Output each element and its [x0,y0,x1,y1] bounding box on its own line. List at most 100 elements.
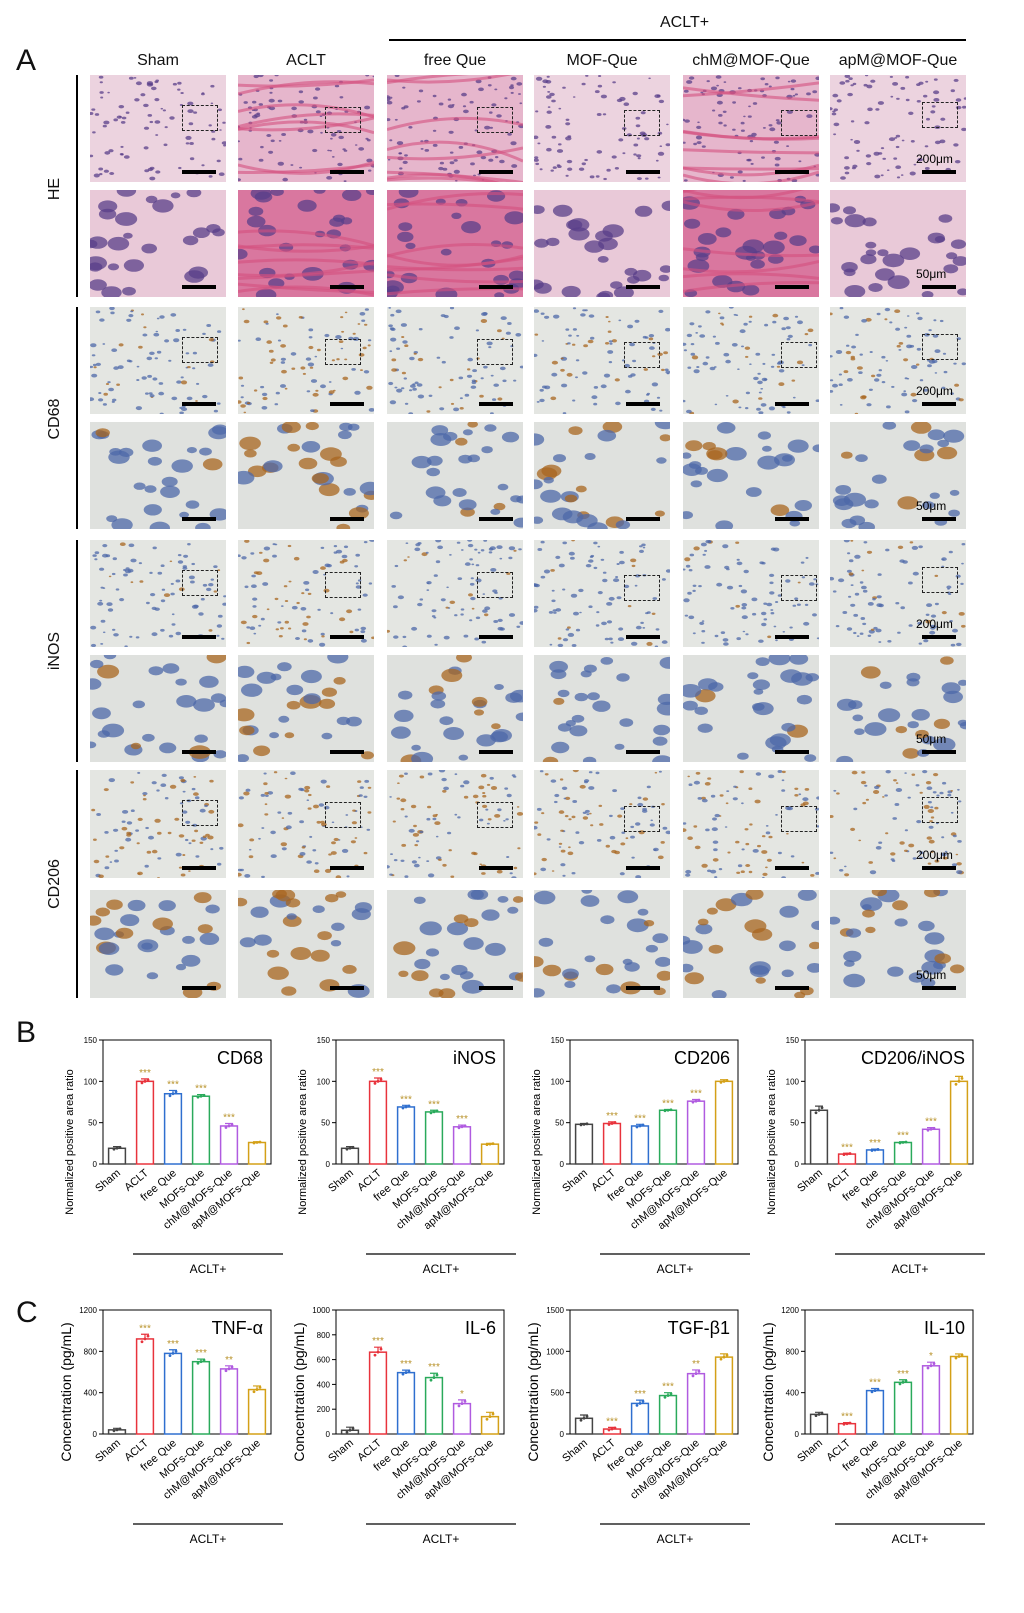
data-point [230,1365,234,1369]
scale-bar [775,285,809,289]
plot-frame [569,1309,739,1435]
chart-title: CD206 [674,1048,730,1068]
row-label-he: HE [46,177,63,201]
data-point [610,1122,614,1125]
micrograph-he-high-4 [683,190,819,297]
data-point [432,1110,436,1114]
y-tick-label: 50 [790,1119,799,1128]
data-point [932,1362,936,1366]
micrograph-he-high-1 [238,190,374,297]
group-label: ACLT+ [423,1532,460,1546]
chart-title: TNF-α [212,1318,263,1338]
chart-title: iNOS [453,1048,496,1068]
data-point [199,1094,203,1098]
scale-bar-label: 50μm [916,499,947,513]
data-point [582,1416,586,1420]
data-point [610,1427,614,1431]
data-point [842,1153,846,1156]
bar [686,1100,706,1165]
micrograph-he-high-3 [534,190,670,297]
data-point [666,1108,670,1112]
data-point [669,1108,673,1112]
significance-mark: *** [167,1079,179,1090]
significance-mark: *** [195,1084,207,1095]
row-label-cd206: CD206 [46,859,63,909]
data-point [722,1079,726,1083]
row-bracket-inos [76,540,78,762]
scale-bar-label: 50μm [916,968,947,982]
data-point [876,1148,880,1151]
group-label: ACLT+ [892,1262,929,1276]
y-tick-label: 800 [786,1347,800,1356]
zoom-region-box [623,805,660,832]
y-tick-label: 100 [551,1077,565,1086]
significance-mark: *** [372,1336,384,1347]
y-tick-label: 100 [786,1077,800,1086]
scale-bar [626,866,660,870]
significance-mark: *** [869,1138,881,1149]
data-point [613,1121,617,1124]
micrograph-cd206-high-0 [90,890,226,998]
bar [247,1388,267,1435]
zoom-region-box [476,802,513,829]
bar [921,1365,941,1435]
data-point [115,1146,119,1150]
data-point [820,1106,824,1110]
bar [219,1125,239,1165]
category-label: Sham [795,1437,825,1465]
data-point [926,1366,930,1370]
data-point [898,1141,902,1145]
micrograph-cd206-low-0 [90,770,226,878]
y-tick-label: 1000 [312,1306,330,1315]
significance-mark: * [460,1389,464,1400]
data-point [607,1123,611,1126]
data-point [669,1392,673,1396]
bar [602,1122,622,1165]
micrograph-he-low-3 [534,75,670,182]
data-point [845,1422,849,1426]
bar [921,1128,941,1165]
zoom-region-box [476,572,513,599]
bar [574,1123,594,1165]
y-tick-label: 0 [795,1160,800,1169]
data-point [579,1418,583,1422]
data-point [429,1111,433,1115]
data-point [691,1100,695,1104]
zoom-region-box [325,572,362,599]
data-point [904,1379,908,1383]
y-tick-label: 0 [795,1430,800,1439]
category-label: Sham [93,1167,123,1195]
bar [368,1351,388,1435]
significance-mark: *** [372,1067,384,1078]
data-point [585,1414,589,1418]
data-point [345,1147,349,1151]
significance-mark: *** [428,1099,440,1110]
data-point [901,1141,905,1144]
data-point [638,1402,642,1405]
micrograph-cd206-high-3 [534,890,670,998]
bar [809,1413,829,1435]
data-point [904,1140,908,1144]
data-point [635,1125,639,1129]
scale-bar [626,750,660,754]
data-point [168,1354,172,1357]
significance-mark: * [929,1351,933,1362]
data-point [901,1380,905,1384]
data-point [585,1122,589,1126]
data-point [112,1429,116,1433]
bar [837,1153,857,1165]
significance-mark: *** [662,1098,674,1109]
significance-mark: *** [897,1369,909,1380]
bar [107,1147,127,1165]
y-axis-label: Concentration (pg/mL) [291,1322,307,1461]
data-point [348,1146,352,1150]
data-point [404,1105,408,1109]
data-point [202,1358,206,1362]
scale-bar [182,635,216,639]
category-label: Sham [326,1167,356,1195]
micrograph-he-low-1 [238,75,374,182]
data-point [140,1340,144,1344]
scale-bar [330,517,364,521]
micrograph-cd68-high-3 [534,422,670,529]
chart-title: CD206/iNOS [861,1048,965,1068]
